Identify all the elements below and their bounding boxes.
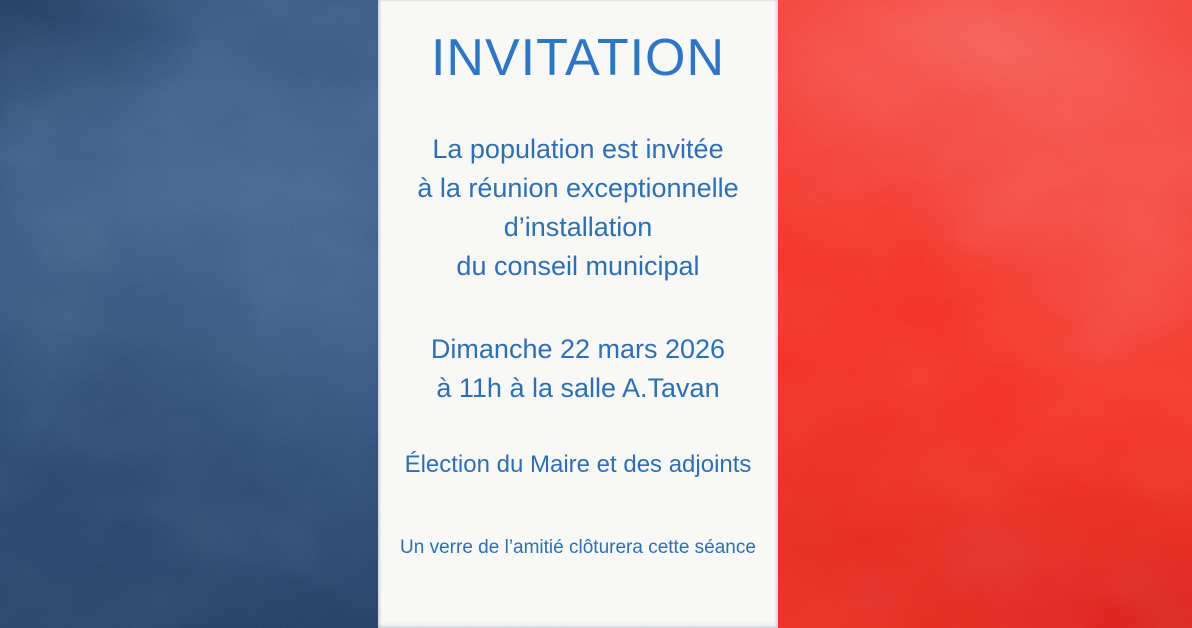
intro-line: à la réunion exceptionnelle [417, 173, 739, 203]
invitation-title: INVITATION [430, 29, 726, 87]
intro-paragraph: La population est invitée à la réunion e… [417, 130, 738, 286]
invitation-panel: INVITATION La population est invitée à l… [378, 0, 778, 628]
intro-line: La population est invitée [432, 134, 724, 164]
invitation-content: INVITATION La population est invitée à l… [378, 0, 778, 628]
flag-blue-stripe [0, 0, 378, 628]
intro-line: du conseil municipal [456, 251, 700, 281]
flag-red-stripe [778, 0, 1192, 628]
event-datetime: Dimanche 22 mars 2026 à 11h à la salle A… [431, 330, 725, 408]
event-time-venue: à 11h à la salle A.Tavan [436, 373, 720, 403]
event-date: Dimanche 22 mars 2026 [430, 334, 726, 364]
agenda-line: Élection du Maire et des adjoints [404, 451, 752, 478]
footer-line: Un verre de l’amitié clôturera cette séa… [400, 537, 756, 558]
watercolor-texture-red [778, 0, 1192, 628]
intro-line: d’installation [503, 212, 653, 242]
watercolor-texture-blue [0, 0, 378, 628]
